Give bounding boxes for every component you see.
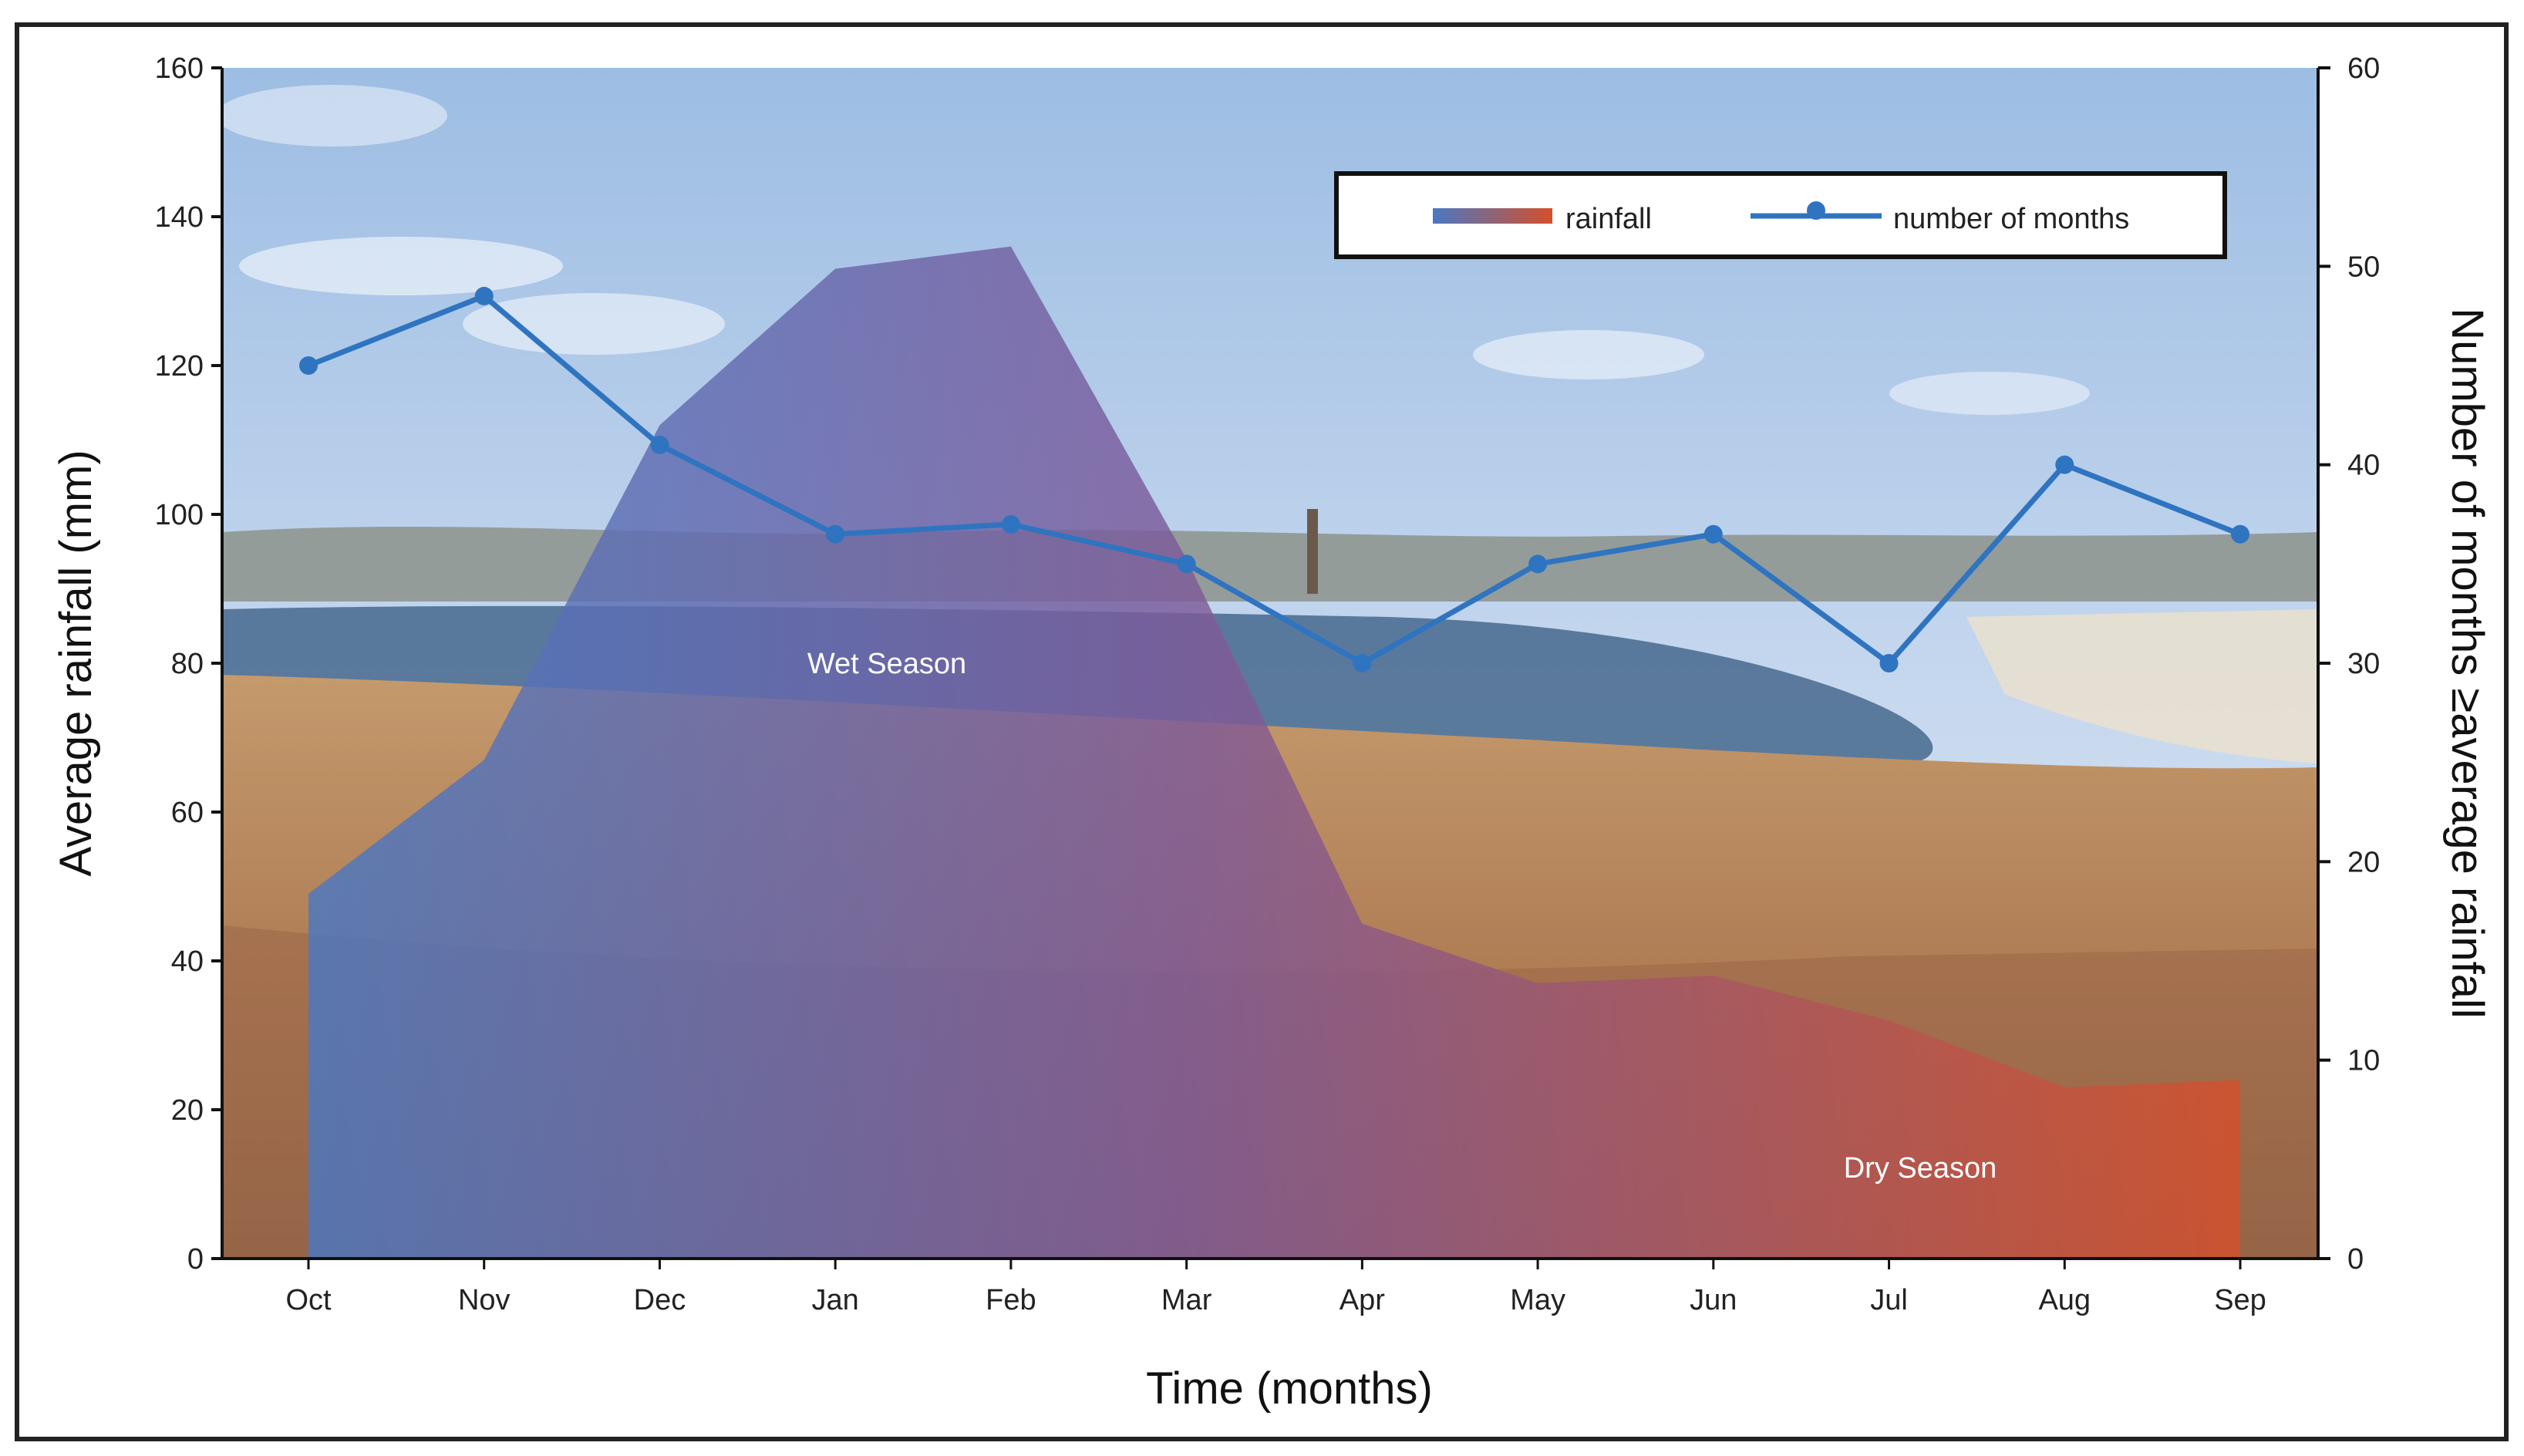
x-tick-label-apr: Apr: [1340, 1284, 1385, 1316]
bottom-axis: Oct Nov Dec Jan Feb Mar Apr May Jun Jul Aug Sep: [222, 1257, 2318, 1316]
right-tick-label: 0: [2347, 1243, 2364, 1276]
wet-season-label: Wet Season: [807, 648, 966, 680]
right-tick-label: 30: [2347, 648, 2380, 680]
x-tick-label-mar: Mar: [1161, 1284, 1212, 1316]
x-tick-label-may: May: [1510, 1284, 1565, 1316]
left-tick-label: 120: [155, 350, 204, 383]
months-point-oct: [299, 356, 318, 375]
x-tick-label-jan: Jan: [812, 1284, 859, 1316]
months-point-may: [1528, 554, 1548, 574]
right-tick-label: 10: [2347, 1045, 2380, 1077]
left-tick-label: 80: [171, 648, 204, 680]
left-tick-label: 140: [155, 201, 204, 234]
x-tick-label-feb: Feb: [986, 1284, 1036, 1316]
x-tick-label-nov: Nov: [458, 1284, 511, 1316]
left-tick-label: 60: [171, 797, 204, 829]
y-axis-title: Average rainfall (mm): [51, 450, 101, 876]
left-axis: 0 20 40 60 80 100 120 140 160: [155, 52, 224, 1276]
months-point-dec: [650, 435, 669, 454]
months-point-jun: [1703, 524, 1723, 544]
x-axis-title: Time (months): [1146, 1363, 1433, 1414]
x-tick-label-sep: Sep: [2214, 1284, 2266, 1316]
dry-season-label: Dry Season: [1844, 1152, 1997, 1185]
legend-rainfall-swatch: [1433, 208, 1552, 224]
legend-months-swatch-marker: [1807, 201, 1825, 220]
left-tick-label: 160: [155, 52, 204, 85]
right-axis: 0 10 20 30 40 50 60: [2317, 52, 2380, 1276]
right-tick-label: 50: [2347, 251, 2380, 283]
x-tick-label-jul: Jul: [1870, 1284, 1908, 1316]
legend: rainfall number of months: [1334, 171, 2227, 259]
left-tick-label: 0: [187, 1243, 204, 1276]
number-of-months-points: [299, 286, 2249, 672]
months-point-jul: [1879, 654, 1899, 672]
right-tick-label: 40: [2347, 450, 2380, 482]
months-point-apr: [1353, 654, 1372, 672]
x-tick-label-oct: Oct: [285, 1284, 332, 1316]
right-tick-label: 20: [2347, 846, 2380, 878]
legend-months-label: number of months: [1893, 203, 2129, 235]
months-point-mar: [1177, 554, 1196, 574]
rainfall-area: [308, 246, 2240, 1259]
months-point-feb: [1001, 514, 1020, 534]
legend-rainfall-label: rainfall: [1565, 203, 1652, 235]
left-tick-label: 20: [171, 1094, 204, 1127]
left-tick-label: 40: [171, 945, 204, 978]
left-tick-label: 100: [155, 499, 204, 531]
x-tick-label-dec: Dec: [634, 1284, 686, 1316]
x-tick-label-jun: Jun: [1690, 1284, 1737, 1316]
x-tick-label-aug: Aug: [2038, 1284, 2091, 1316]
number-of-months-line: [307, 293, 2242, 666]
months-point-nov: [474, 286, 494, 305]
months-point-jan: [826, 524, 845, 544]
y2-axis-title: Number of months ≥average rainfall: [2442, 308, 2492, 1019]
right-tick-label: 60: [2347, 52, 2380, 85]
months-point-sep: [2231, 524, 2249, 544]
months-point-aug: [2055, 455, 2074, 474]
